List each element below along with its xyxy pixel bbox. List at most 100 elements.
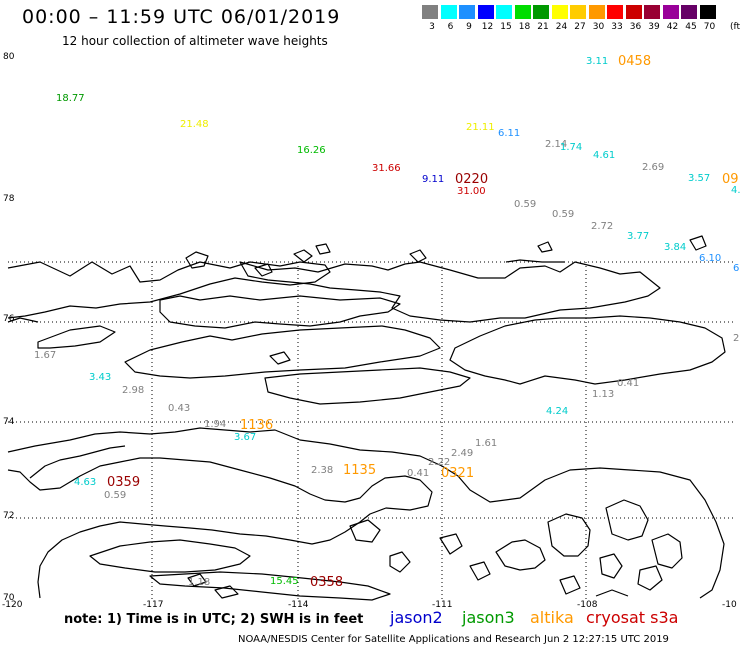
scale-label: 24 bbox=[555, 22, 568, 32]
lon-label: -108 bbox=[577, 600, 598, 610]
wave-height-label: 1.67 bbox=[34, 350, 57, 361]
wave-height-label: 4.24 bbox=[546, 406, 569, 417]
scale-label: 6 bbox=[447, 22, 454, 32]
lon-label: -10 bbox=[722, 600, 737, 610]
scale-swatch bbox=[644, 5, 660, 19]
scale-swatch bbox=[459, 5, 475, 19]
legend-cryosat-s3a: cryosat s3a bbox=[586, 608, 679, 627]
scale-label: 33 bbox=[611, 22, 623, 32]
wave-height-label: 0.43 bbox=[168, 403, 191, 414]
wave-height-label: 1.61 bbox=[475, 438, 498, 449]
scale-unit: (ft) bbox=[730, 22, 740, 32]
wave-height-label: 3.43 bbox=[89, 372, 112, 383]
scale-swatch bbox=[681, 5, 697, 19]
scale-label: 12 bbox=[481, 22, 494, 32]
scale-label: 18 bbox=[518, 22, 531, 32]
lat-label: 74 bbox=[3, 417, 15, 427]
footer-credit: NOAA/NESDIS Center for Satellite Applica… bbox=[238, 634, 669, 645]
legend-altika: altika bbox=[530, 608, 574, 627]
wave-height-label: 2.38 bbox=[311, 465, 334, 476]
wave-height-label: 0.59 bbox=[104, 490, 127, 501]
scale-swatch bbox=[570, 5, 586, 19]
scale-swatch bbox=[607, 5, 623, 19]
wave-height-label: 6 bbox=[733, 263, 740, 274]
wave-height-label: 31.00 bbox=[457, 186, 486, 197]
wave-height-label: 6.10 bbox=[699, 253, 722, 264]
legend-jason3: jason3 bbox=[462, 608, 515, 627]
scale-swatch bbox=[440, 5, 457, 19]
scale-swatch bbox=[551, 5, 568, 19]
pass-time-label: 1136 bbox=[240, 418, 274, 433]
pass-time-label: 0458 bbox=[618, 54, 652, 69]
wave-height-label: 2.14 bbox=[545, 139, 568, 150]
lon-label: -120 bbox=[2, 600, 23, 610]
pass-time-label: 0358 bbox=[310, 575, 344, 590]
scale-label: 9 bbox=[466, 22, 472, 32]
scale-label: 3 bbox=[429, 22, 435, 32]
scale-swatch bbox=[662, 5, 679, 19]
lat-label: 72 bbox=[3, 511, 15, 521]
pass-time-label: 0220 bbox=[455, 172, 489, 187]
wave-height-label: 21.48 bbox=[180, 119, 209, 130]
footer-note: note: 1) Time is in UTC; 2) SWH is in fe… bbox=[64, 612, 364, 627]
scale-label: 36 bbox=[629, 22, 642, 32]
scale-label: 39 bbox=[648, 22, 660, 32]
lon-label: -114 bbox=[288, 600, 309, 610]
wave-height-label: 1.74 bbox=[560, 142, 583, 153]
wave-height-label: 2.69 bbox=[642, 162, 665, 173]
wave-height-label: 6.11 bbox=[498, 128, 521, 139]
lat-label: 76 bbox=[3, 314, 15, 324]
scale-label: 70 bbox=[703, 22, 716, 32]
wave-height-label: 1.94 bbox=[204, 419, 227, 430]
wave-height-label: 2 bbox=[733, 333, 740, 344]
lat-label: 80 bbox=[3, 52, 15, 62]
wave-height-label: 3.57 bbox=[688, 173, 711, 184]
wave-height-label: 31.66 bbox=[372, 163, 401, 174]
scale-swatch bbox=[588, 5, 605, 19]
wave-height-label: 2.49 bbox=[451, 448, 474, 459]
chart-title: 00:00 – 11:59 UTC 06/01/2019 bbox=[22, 6, 341, 28]
scale-label: 30 bbox=[592, 22, 605, 32]
scale-swatch bbox=[514, 5, 531, 19]
wave-height-label: 15.45 bbox=[270, 576, 299, 587]
wave-height-label: 4.61 bbox=[593, 150, 616, 161]
scale-swatch bbox=[496, 5, 512, 19]
grid-lines bbox=[8, 261, 736, 600]
scale-swatch bbox=[533, 5, 549, 19]
wave-height-label: 4. bbox=[731, 185, 740, 196]
coastline bbox=[7, 235, 726, 601]
scale-label: 21 bbox=[537, 22, 549, 32]
wave-height-label: 18.77 bbox=[56, 93, 85, 104]
wave-height-label: 2.98 bbox=[122, 385, 145, 396]
lat-label: 78 bbox=[3, 194, 15, 204]
scale-swatch bbox=[422, 5, 438, 19]
wave-height-label: 1.18 bbox=[188, 577, 211, 588]
legend-jason2: jason2 bbox=[390, 608, 443, 627]
wave-height-label: 3.67 bbox=[234, 432, 257, 443]
wave-height-label: 16.26 bbox=[297, 145, 326, 156]
wave-height-label: 0.41 bbox=[407, 468, 430, 479]
wave-height-label: 21.11 bbox=[466, 122, 495, 133]
scale-label: 42 bbox=[666, 22, 679, 32]
wave-height-label: 2.22 bbox=[428, 457, 451, 468]
wave-height-label: 4.63 bbox=[74, 477, 97, 488]
pass-time-label: 0321 bbox=[441, 466, 475, 481]
scale-swatch bbox=[625, 5, 642, 19]
wave-height-label: 3.77 bbox=[627, 231, 650, 242]
scale-label: 27 bbox=[574, 22, 586, 32]
wave-height-label: 2.72 bbox=[591, 221, 614, 232]
lon-label: -117 bbox=[143, 600, 164, 610]
wave-height-label: 0.41 bbox=[617, 378, 640, 389]
wave-height-label: 3.84 bbox=[664, 242, 687, 253]
scale-swatch bbox=[477, 5, 494, 19]
wave-height-label: 3.11 bbox=[586, 56, 609, 67]
chart-subtitle: 12 hour collection of altimeter wave hei… bbox=[62, 34, 328, 48]
scale-label: 45 bbox=[685, 22, 697, 32]
scale-label: 15 bbox=[500, 22, 512, 32]
pass-time-label: 09 bbox=[722, 172, 739, 187]
wave-height-label: 0.59 bbox=[552, 209, 575, 220]
wave-height-label: 1.13 bbox=[592, 389, 615, 400]
wave-height-label: 9.11 bbox=[422, 174, 445, 185]
scale-swatch bbox=[699, 5, 716, 19]
